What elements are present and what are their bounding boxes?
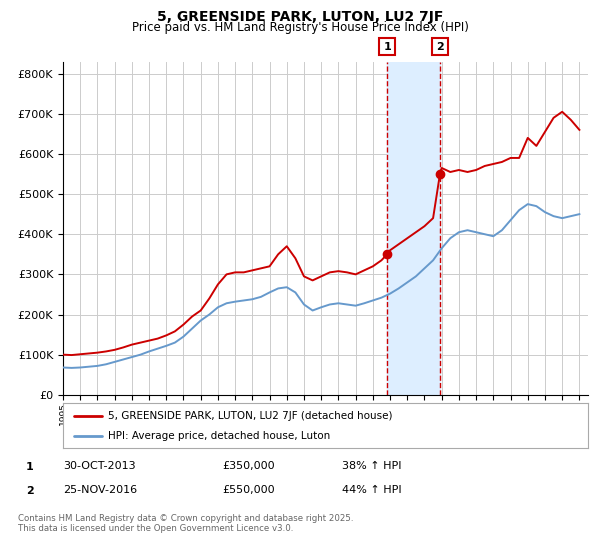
Text: 5, GREENSIDE PARK, LUTON, LU2 7JF: 5, GREENSIDE PARK, LUTON, LU2 7JF: [157, 10, 443, 24]
Text: 1: 1: [26, 462, 34, 472]
Text: HPI: Average price, detached house, Luton: HPI: Average price, detached house, Luto…: [107, 431, 330, 441]
Bar: [387, 62, 440, 395]
Text: 30-OCT-2013: 30-OCT-2013: [63, 461, 136, 471]
Text: Contains HM Land Registry data © Crown copyright and database right 2025.
This d: Contains HM Land Registry data © Crown c…: [18, 514, 353, 534]
Text: Price paid vs. HM Land Registry's House Price Index (HPI): Price paid vs. HM Land Registry's House …: [131, 21, 469, 34]
Text: 25-NOV-2016: 25-NOV-2016: [63, 485, 137, 495]
Text: 2: 2: [26, 486, 34, 496]
Text: £550,000: £550,000: [222, 485, 275, 495]
Text: 5, GREENSIDE PARK, LUTON, LU2 7JF (detached house): 5, GREENSIDE PARK, LUTON, LU2 7JF (detac…: [107, 410, 392, 421]
Text: 44% ↑ HPI: 44% ↑ HPI: [342, 485, 401, 495]
Text: 38% ↑ HPI: 38% ↑ HPI: [342, 461, 401, 471]
Text: £350,000: £350,000: [222, 461, 275, 471]
Text: 2: 2: [436, 41, 444, 52]
Text: 1: 1: [383, 41, 391, 52]
